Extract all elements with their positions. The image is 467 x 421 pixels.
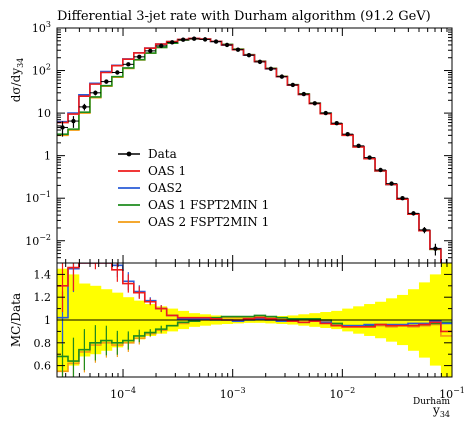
data-point — [126, 62, 131, 67]
data-point — [433, 246, 438, 251]
legend-point-data — [126, 151, 132, 157]
y-tick-label-main: 10−2 — [25, 233, 51, 248]
y-tick-label-main: 103 — [32, 20, 51, 35]
data-point — [148, 48, 153, 54]
data-point — [323, 110, 328, 116]
y-tick-label-main: 10−1 — [25, 190, 51, 205]
ratio-line-oas-1 — [57, 263, 452, 333]
data-point — [400, 196, 405, 201]
data-point — [367, 155, 372, 160]
y-tick-label-main: 1 — [44, 150, 51, 163]
data-point — [246, 52, 252, 58]
legend-label-oas2: OAS2 — [148, 181, 182, 195]
y-tick-label-main: 10 — [37, 107, 51, 120]
data-point — [378, 167, 383, 173]
x-tick-label: 10−3 — [220, 386, 246, 401]
main-plot-area — [57, 37, 442, 263]
main-panel — [56, 27, 453, 264]
data-point — [345, 131, 350, 137]
x-axis-label-superscript: Durham — [413, 397, 450, 407]
data-point — [82, 104, 87, 110]
y-axis-label-main: dσ/dy34 — [9, 58, 25, 103]
data-point — [279, 74, 285, 79]
data-point — [301, 91, 307, 97]
y-axis-label-ratio: MC/Data — [9, 293, 23, 347]
legend-label-oas-1-fspt2min-1: OAS 1 FSPT2MIN 1 — [148, 198, 269, 212]
data-point — [389, 181, 394, 186]
data-point — [356, 143, 361, 149]
y-tick-label-ratio: 1.4 — [34, 268, 52, 281]
series-line-oas-1 — [57, 37, 442, 263]
data-point — [104, 79, 109, 84]
ratio-panel — [56, 262, 453, 378]
data-point — [71, 118, 76, 124]
y-tick-label-ratio: 1.2 — [34, 291, 52, 304]
y-tick-label-main: 102 — [32, 63, 51, 78]
legend-label-oas-2-fspt2min-1: OAS 2 FSPT2MIN 1 — [148, 215, 269, 229]
data-point — [312, 101, 317, 106]
x-tick-label: 10−1 — [439, 386, 465, 401]
data-point — [115, 70, 120, 75]
data-point — [334, 120, 339, 126]
x-tick-label: 10−4 — [110, 386, 136, 401]
data-point — [93, 90, 98, 95]
data-point — [169, 40, 175, 45]
data-points — [57, 36, 448, 263]
ratio-line-oas-2-fspt2min-1 — [57, 315, 452, 373]
chart-title: Differential 3-jet rate with Durham algo… — [57, 9, 431, 24]
data-point — [191, 36, 197, 41]
data-point — [257, 59, 263, 65]
y-tick-label-ratio: 0.6 — [34, 360, 52, 373]
data-point — [268, 66, 274, 71]
data-point — [290, 82, 296, 88]
y-tick-label-ratio: 0.8 — [34, 337, 52, 350]
legend-label-data: Data — [148, 147, 177, 161]
data-point — [202, 37, 208, 42]
data-point — [422, 227, 427, 233]
legend-label-oas-1: OAS 1 — [148, 164, 186, 178]
data-point — [224, 42, 230, 48]
axes-labels: 10−4 10−3 10−2 10−1 10−2 10−1 1 10 102 103 0.6 0.8 1… — [9, 20, 465, 419]
x-axis-label: y34 — [432, 403, 450, 419]
data-point — [411, 211, 416, 216]
data-point — [213, 39, 219, 44]
data-point — [60, 125, 65, 130]
data-point — [180, 37, 186, 42]
data-point — [159, 43, 164, 49]
data-point — [137, 54, 142, 60]
legend: Data OAS 1 OAS2 OAS 1 FSPT2MIN 1 OAS 2 FSPT2… — [118, 147, 269, 229]
y-tick-label-ratio: 1 — [44, 314, 51, 327]
data-point — [235, 47, 241, 52]
x-tick-label: 10−2 — [329, 386, 355, 401]
